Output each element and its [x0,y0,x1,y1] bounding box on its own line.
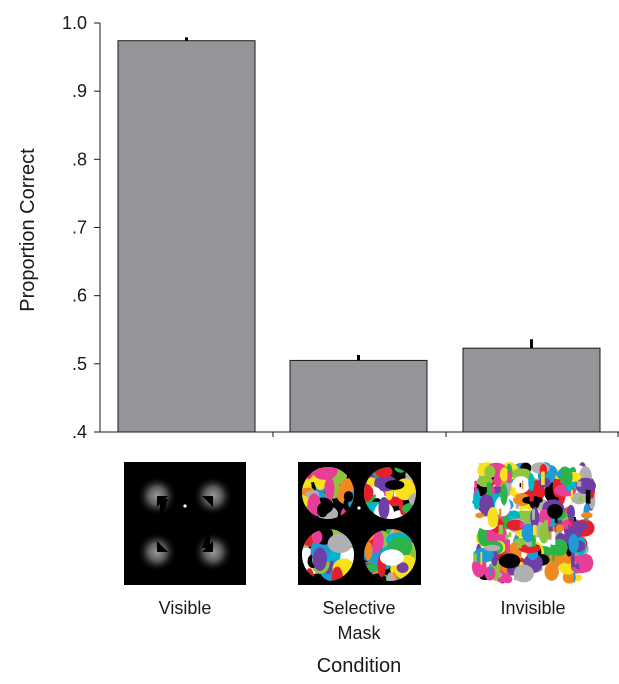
y-tick-label: .8 [72,149,87,169]
category-label: Mask [337,623,381,643]
bar-1 [117,40,256,433]
bars [117,37,601,433]
x-axis: Visible Selective Mask Invisible Condition [100,431,619,677]
y-tick-label: .5 [72,354,87,374]
visible-stimulus-image [124,462,246,585]
invisible-stimulus-image [472,462,596,585]
bar-3 [462,347,601,433]
x-axis-title: Condition [317,655,402,677]
category-label: Selective [322,598,395,618]
y-tick-label: 1.0 [62,13,87,33]
category-label: Visible [159,598,212,618]
y-axis-title: Proportion Correct [17,148,39,312]
selective-mask-stimulus-image [298,462,421,585]
category-label: Invisible [500,598,565,618]
y-axis: 1.0 .9 .8 .7 .6 .5 .4 [62,13,101,442]
y-tick-label: .6 [72,286,87,306]
y-tick-label: .4 [72,422,87,442]
bar-2 [289,359,428,433]
y-tick-label: .7 [72,218,87,238]
y-tick-label: .9 [72,81,87,101]
